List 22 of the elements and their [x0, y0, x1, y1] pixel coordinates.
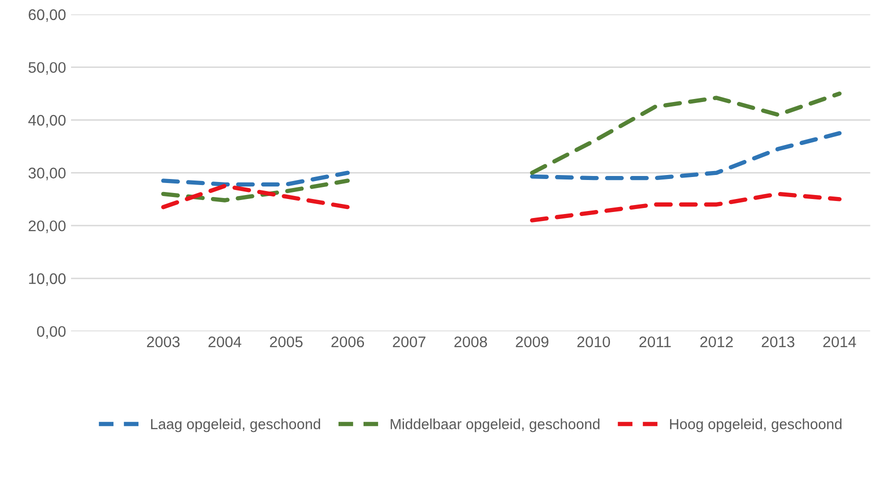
y-tick-label: 50,00	[28, 62, 66, 75]
x-tick-label: 2009	[516, 336, 548, 348]
x-tick-label: 2003	[147, 336, 180, 348]
x-tick-label: 2014	[823, 336, 856, 348]
x-tick-label: 2013	[762, 336, 794, 348]
y-tick-label: 30,00	[28, 168, 66, 180]
x-tick-label: 2006	[331, 336, 364, 348]
x-tick-label: 2010	[577, 336, 610, 348]
y-tick-label: 10,00	[29, 273, 66, 286]
legend-label: Middelbaar opgeleid, geschoond	[390, 418, 600, 432]
x-tick-label: 2008	[454, 336, 487, 348]
legend-label: Laag opgeleid, geschoond	[151, 418, 320, 432]
legend-label: Hoog opgeleid, geschoond	[670, 418, 842, 432]
x-tick-label: 2012	[700, 336, 733, 348]
x-tick-label: 2011	[639, 336, 671, 348]
y-tick-label: 0,00	[37, 326, 66, 339]
y-tick-label: 20,00	[28, 220, 66, 234]
x-tick-label: 2007	[392, 336, 426, 348]
x-tick-label: 2005	[270, 336, 303, 348]
y-tick-label: 40,00	[28, 114, 66, 128]
y-tick-label: 60,00	[28, 9, 66, 22]
x-tick-label: 2004	[208, 336, 242, 348]
